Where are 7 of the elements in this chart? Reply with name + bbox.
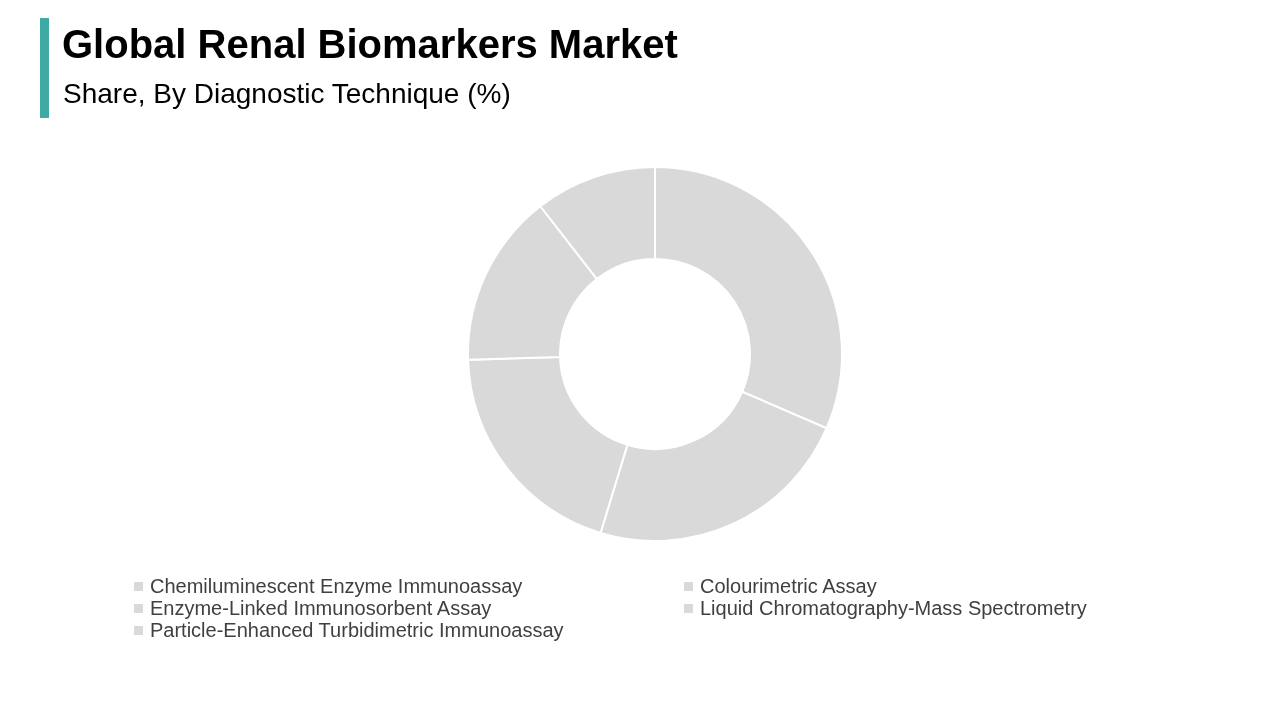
legend-label: Colourimetric Assay [700, 575, 877, 597]
legend-label: Chemiluminescent Enzyme Immunoassay [150, 575, 523, 597]
legend-label: Liquid Chromatography-Mass Spectrometry [700, 597, 1087, 619]
legend-label: Enzyme-Linked Immunosorbent Assay [150, 597, 492, 619]
chart-subtitle: Share, By Diagnostic Technique (%) [63, 78, 511, 110]
chart-title: Global Renal Biomarkers Market [62, 22, 678, 67]
legend-label: Particle-Enhanced Turbidimetric Immunoassay [150, 619, 564, 641]
